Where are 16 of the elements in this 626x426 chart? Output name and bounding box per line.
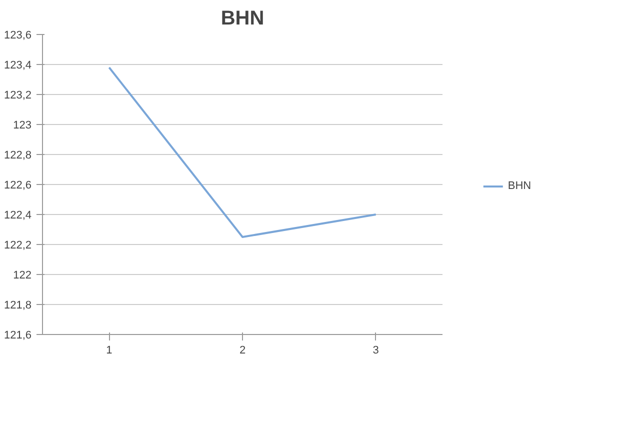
chart-title: BHN [220, 8, 264, 30]
y-tick-label: 122,4 [4, 210, 32, 222]
y-tick-label: 122,8 [4, 150, 32, 162]
y-tick-label: 121,6 [4, 330, 32, 342]
y-tick-label: 123,4 [4, 60, 32, 72]
y-tick-label: 122,6 [4, 180, 32, 192]
y-tick-label: 123,2 [4, 90, 32, 102]
y-tick-label: 123,6 [4, 30, 32, 42]
y-tick-label: 122 [13, 270, 32, 282]
x-tick-label: 3 [372, 344, 379, 356]
x-tick-label: 2 [239, 344, 246, 356]
legend-label: BHN [508, 180, 532, 192]
x-tick-label: 1 [106, 344, 112, 356]
y-tick-label: 122,2 [4, 240, 32, 252]
y-tick-label: 121,8 [4, 300, 32, 312]
y-tick-label: 123 [13, 120, 32, 132]
